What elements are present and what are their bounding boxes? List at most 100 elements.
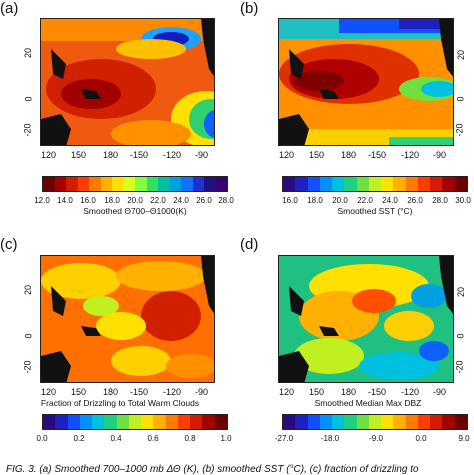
colorbar-swatch: [344, 177, 357, 191]
colorbar-swatch: [405, 415, 418, 429]
colorbar-swatch: [100, 177, 112, 191]
colorbar-swatch: [43, 415, 56, 429]
colorbar-swatch: [158, 177, 170, 191]
y-tick: 20: [23, 47, 34, 59]
colorbar-swatch: [215, 177, 227, 191]
colorbar-swatch: [214, 415, 227, 429]
colorbar-swatch: [202, 415, 215, 429]
colorbar-swatch: [43, 177, 55, 191]
colorbar-swatch: [442, 415, 455, 429]
sst-field: [279, 19, 453, 145]
colorbar-title: Smoothed SST (°C): [337, 206, 413, 216]
colorbar-swatch: [393, 177, 406, 191]
colorbar-swatch: [332, 177, 345, 191]
x-tick: -150: [130, 387, 149, 397]
colorbar-tick: 0.0: [36, 434, 48, 443]
colorbar-swatch: [344, 415, 357, 429]
colorbar-tick: -18.0: [320, 434, 340, 443]
colorbar-tick: 16.0: [80, 196, 96, 205]
y-tick: -20: [454, 360, 465, 374]
colorbar-title: Smoothed Θ700–Θ1000(K): [83, 206, 187, 216]
x-tick: -150: [368, 387, 387, 397]
colorbar-swatch: [165, 415, 178, 429]
colorbar-swatch: [77, 177, 89, 191]
colorbar-a: [42, 176, 228, 192]
x-tick: -150: [130, 150, 149, 160]
x-tick: -120: [163, 150, 182, 160]
colorbar-tick: 0.0: [415, 434, 427, 443]
colorbar-tick: 24.0: [382, 196, 398, 205]
y-tick: 20: [23, 284, 34, 296]
colorbar-tick: 0.2: [73, 434, 85, 443]
y-tick: 0: [455, 333, 466, 339]
panel-label: (b): [240, 0, 259, 17]
x-tick: -90: [195, 150, 209, 160]
colorbar-tick: 20.0: [332, 196, 348, 205]
colorbar-tick: 18.0: [104, 196, 120, 205]
colorbar-tick: 20.0: [127, 196, 143, 205]
y-tick: -20: [22, 360, 33, 374]
colorbar-swatch: [128, 415, 142, 429]
theta-field: [41, 19, 214, 145]
x-tick: 150: [71, 150, 87, 160]
x-tick: -120: [401, 150, 420, 160]
x-tick: -90: [433, 387, 447, 397]
colorbar-swatch: [190, 415, 203, 429]
colorbar-swatch: [66, 177, 78, 191]
panel-label: (c): [0, 236, 18, 253]
colorbar-swatch: [104, 415, 117, 429]
colorbar-swatch: [295, 177, 308, 191]
colorbar-swatch: [454, 177, 467, 191]
colorbar-d: [282, 414, 468, 430]
drizzle-map: [40, 255, 215, 383]
colorbar-swatch: [54, 177, 66, 191]
x-tick: 120: [279, 387, 295, 397]
colorbar-swatch: [177, 415, 191, 429]
x-tick: 180: [103, 387, 119, 397]
colorbar-tick: -27.0: [274, 434, 294, 443]
colorbar-swatch: [116, 415, 129, 429]
colorbar-swatch: [89, 177, 101, 191]
colorbar-tick: 26.0: [196, 196, 212, 205]
colorbar-tick: 9.0: [458, 434, 470, 443]
colorbar-swatch: [319, 415, 333, 429]
colorbar-swatch: [169, 177, 181, 191]
colorbar-tick: -9.0: [369, 434, 383, 443]
colorbar-tick: 24.0: [173, 196, 189, 205]
x-tick: 150: [71, 387, 87, 397]
colorbar-swatch: [381, 415, 394, 429]
colorbar-title: Smoothed Median Max DBZ: [314, 398, 422, 408]
colorbar-tick: 0.8: [184, 434, 196, 443]
theta-map: [40, 18, 215, 146]
colorbar-swatch: [295, 415, 308, 429]
colorbar-tick: 18.0: [307, 196, 323, 205]
colorbar-tick: 14.0: [57, 196, 73, 205]
colorbar-tick: 26.0: [407, 196, 423, 205]
colorbar-swatch: [283, 415, 296, 429]
x-tick: 180: [341, 387, 357, 397]
colorbar-tick: 30.0: [455, 196, 471, 205]
x-tick: -150: [368, 150, 387, 160]
colorbar-swatch: [192, 177, 204, 191]
x-tick: 120: [41, 387, 57, 397]
x-tick: 150: [309, 387, 325, 397]
colorbar-swatch: [55, 415, 68, 429]
colorbar-swatch: [417, 415, 431, 429]
sst-map: [278, 18, 454, 146]
colorbar-tick: 1.0: [220, 434, 232, 443]
colorbar-swatch: [405, 177, 418, 191]
panel-label: (a): [0, 0, 19, 17]
colorbar-swatch: [356, 177, 369, 191]
x-tick: -90: [195, 387, 209, 397]
colorbar-swatch: [356, 415, 369, 429]
x-tick: -90: [433, 150, 447, 160]
y-tick: -20: [454, 123, 465, 137]
x-tick: 150: [309, 150, 325, 160]
colorbar-swatch: [454, 415, 467, 429]
colorbar-title: Fraction of Drizzling to Total Warm Clou…: [40, 398, 200, 408]
colorbar-swatch: [141, 415, 154, 429]
colorbar-tick: 0.6: [147, 434, 159, 443]
colorbar-swatch: [307, 415, 320, 429]
x-tick: 180: [341, 150, 357, 160]
colorbar-swatch: [430, 415, 443, 429]
